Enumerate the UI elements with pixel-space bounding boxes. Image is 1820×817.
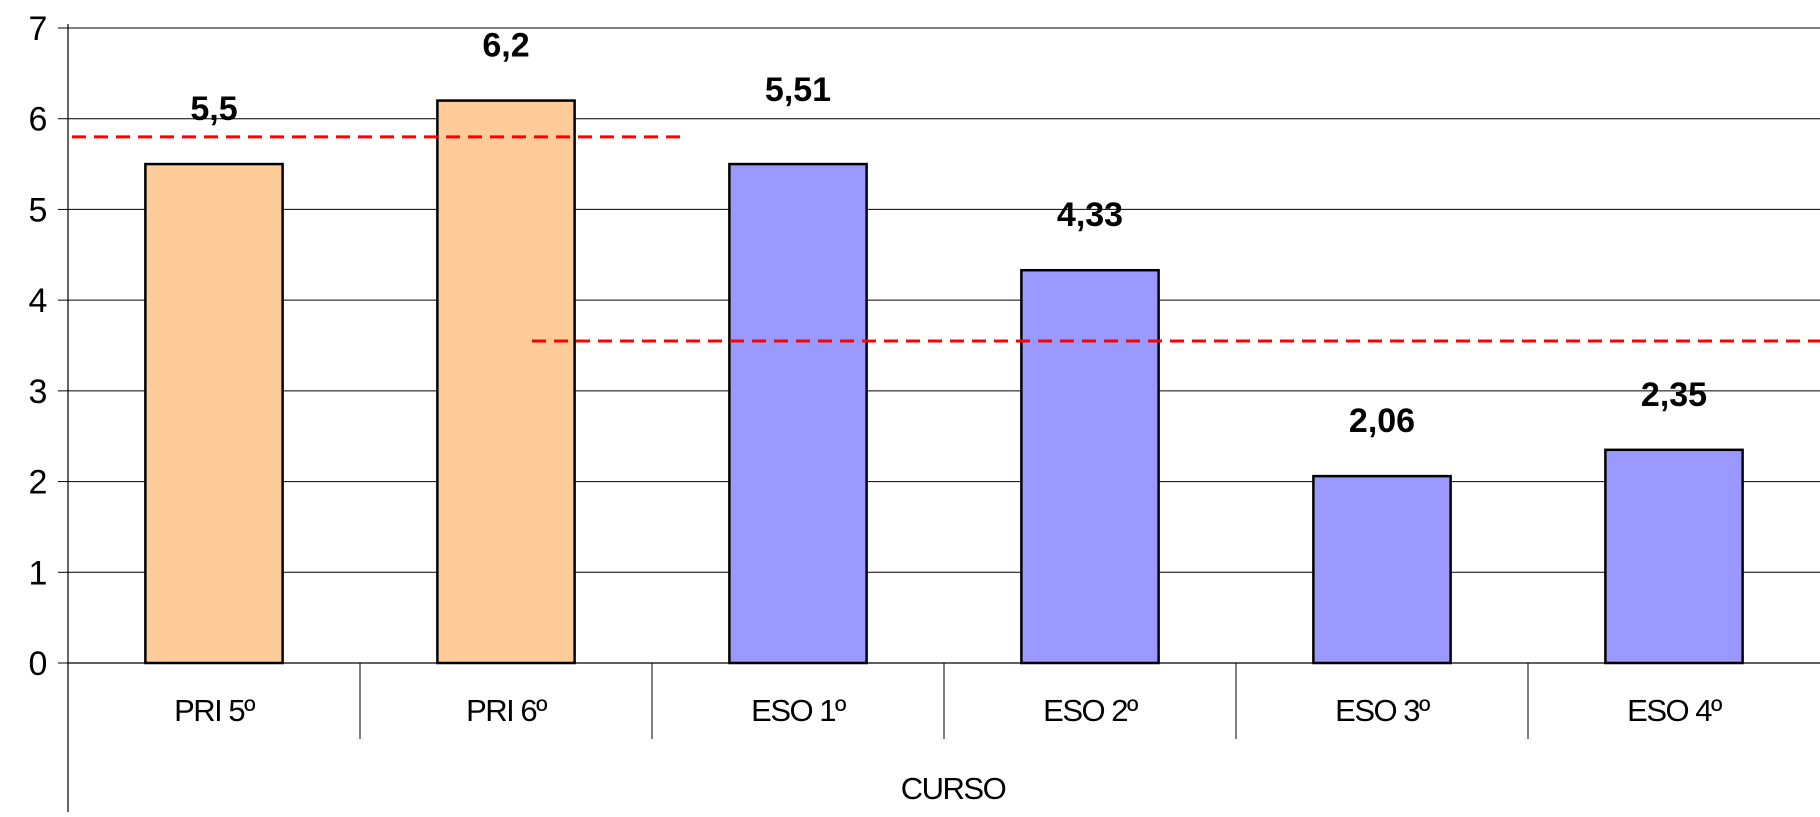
data-label: 5,51 [765, 71, 831, 109]
labels: CURSO 0 1 2 3 4 5 6 7 PRI 5º 5,5 PRI 6º 6,2 ESO 1º 5,… [29, 10, 1724, 806]
y-tick-label: 1 [29, 554, 48, 592]
y-tick-label: 3 [29, 373, 48, 411]
bars [144, 99, 1744, 665]
data-label: 6,2 [482, 27, 529, 65]
y-tick-label: 7 [29, 10, 48, 48]
bar [436, 99, 576, 665]
category-label: PRI 6º [466, 693, 547, 728]
category-label: ESO 4º [1627, 693, 1722, 728]
bar [144, 162, 284, 665]
bar [728, 162, 868, 665]
reference-lines [72, 135, 1820, 343]
data-label: 2,06 [1349, 402, 1415, 440]
category-label: ESO 1º [751, 693, 846, 728]
axes [58, 24, 1820, 812]
x-axis-title: CURSO [901, 771, 1006, 806]
y-tick-label: 4 [29, 282, 48, 320]
data-label: 5,5 [190, 90, 237, 128]
y-tick-label: 0 [29, 645, 48, 683]
y-tick-label: 2 [29, 464, 48, 502]
bar [1312, 474, 1452, 665]
data-label: 2,35 [1641, 376, 1707, 414]
bar [1604, 448, 1744, 665]
y-tick-label: 6 [29, 101, 48, 139]
y-tick-label: 5 [29, 191, 48, 229]
gridlines [68, 27, 1820, 573]
category-label: ESO 3º [1335, 693, 1430, 728]
category-label: PRI 5º [174, 693, 255, 728]
category-label: ESO 2º [1043, 693, 1138, 728]
bar [1020, 268, 1160, 665]
data-label: 4,33 [1057, 196, 1123, 234]
